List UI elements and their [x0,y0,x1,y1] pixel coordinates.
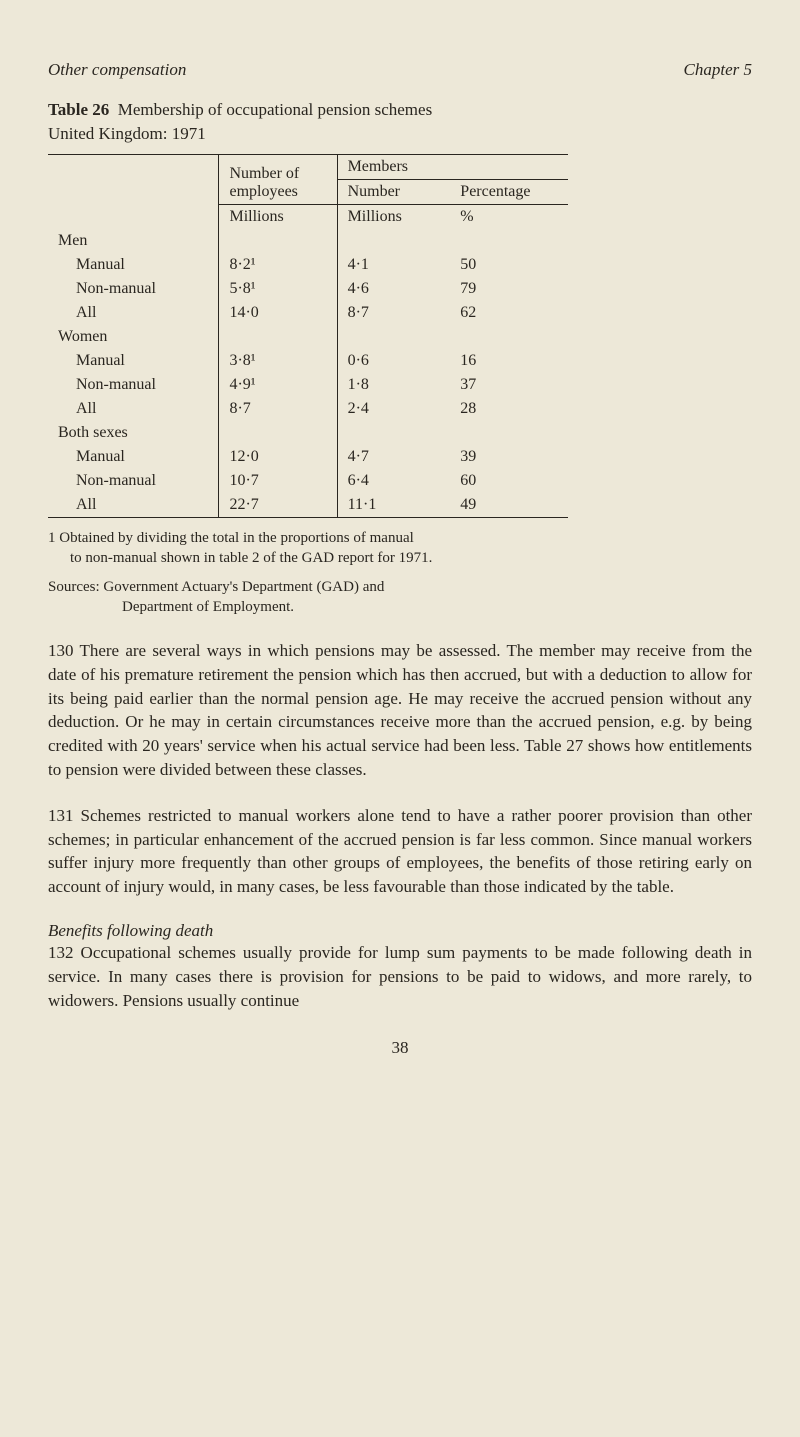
pension-table: Number of employees Members Number Perce… [48,154,568,518]
sources-line1: Sources: Government Actuary's Department… [48,579,384,595]
col-header-number: Number [337,180,450,205]
sources: Sources: Government Actuary's Department… [48,577,578,618]
unit-percent: % [450,205,568,230]
row-label: Manual [48,445,219,469]
cell-pct: 39 [450,445,568,469]
sources-line2: Department of Employment. [48,599,294,615]
cell-emp: 14·0 [219,301,337,325]
table-row: Manual 3·8¹ 0·6 16 [48,349,568,373]
cell-pct: 37 [450,373,568,397]
cell-emp: 10·7 [219,469,337,493]
cell-pct: 49 [450,493,568,518]
row-label: All [48,493,219,518]
row-label: All [48,301,219,325]
cell-num: 2·4 [337,397,450,421]
cell-emp: 5·8¹ [219,277,337,301]
paragraph-130: 130 There are several ways in which pens… [48,639,752,782]
group-label: Both sexes [48,421,219,445]
table-row: Non-manual 4·9¹ 1·8 37 [48,373,568,397]
table-subtitle: United Kingdom: 1971 [48,124,752,144]
paragraph-131: 131 Schemes restricted to manual workers… [48,804,752,899]
header-right: Chapter 5 [684,60,752,80]
cell-num: 11·1 [337,493,450,518]
table-row: Manual 8·2¹ 4·1 50 [48,253,568,277]
cell-emp: 22·7 [219,493,337,518]
page-header: Other compensation Chapter 5 [48,60,752,80]
cell-emp: 4·9¹ [219,373,337,397]
table-row: All 14·0 8·7 62 [48,301,568,325]
cell-emp: 3·8¹ [219,349,337,373]
group-label: Women [48,325,219,349]
cell-pct: 62 [450,301,568,325]
col-header-employees: Number of employees [219,155,337,205]
col-header-percentage: Percentage [450,180,568,205]
table-title: Table 26 Membership of occupational pens… [48,100,752,120]
row-label: All [48,397,219,421]
cell-num: 8·7 [337,301,450,325]
page-number: 38 [48,1038,752,1058]
cell-num: 6·4 [337,469,450,493]
cell-num: 4·7 [337,445,450,469]
cell-num: 1·8 [337,373,450,397]
cell-num: 4·1 [337,253,450,277]
section-heading-benefits: Benefits following death [48,921,752,941]
col-header-members: Members [337,155,568,180]
footnote-text-2: to non-manual shown in table 2 of the GA… [48,550,432,566]
table-row: Non-manual 10·7 6·4 60 [48,469,568,493]
unit-millions-2: Millions [337,205,450,230]
table-number: Table 26 [48,100,109,119]
paragraph-132: 132 Occupational schemes usually provide… [48,941,752,1012]
group-both: Both sexes [48,421,568,445]
unit-millions-1: Millions [219,205,337,230]
row-label: Non-manual [48,277,219,301]
table-title-text: Membership of occupational pension schem… [118,100,432,119]
table-row: Manual 12·0 4·7 39 [48,445,568,469]
row-label: Non-manual [48,373,219,397]
row-label: Non-manual [48,469,219,493]
cell-emp: 8·7 [219,397,337,421]
group-women: Women [48,325,568,349]
header-left: Other compensation [48,60,186,80]
table-row: All 8·7 2·4 28 [48,397,568,421]
row-label: Manual [48,349,219,373]
footnote: 1 Obtained by dividing the total in the … [48,528,578,569]
cell-pct: 16 [450,349,568,373]
row-label: Manual [48,253,219,277]
footnote-number: 1 [48,530,56,546]
cell-pct: 79 [450,277,568,301]
table-row: Non-manual 5·8¹ 4·6 79 [48,277,568,301]
cell-num: 0·6 [337,349,450,373]
cell-pct: 50 [450,253,568,277]
cell-num: 4·6 [337,277,450,301]
cell-pct: 60 [450,469,568,493]
footnote-text-1: Obtained by dividing the total in the pr… [59,530,414,546]
cell-emp: 8·2¹ [219,253,337,277]
cell-emp: 12·0 [219,445,337,469]
table-row: All 22·7 11·1 49 [48,493,568,518]
group-label: Men [48,229,219,253]
group-men: Men [48,229,568,253]
cell-pct: 28 [450,397,568,421]
